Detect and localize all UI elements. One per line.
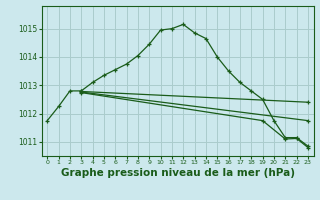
X-axis label: Graphe pression niveau de la mer (hPa): Graphe pression niveau de la mer (hPa) bbox=[60, 168, 295, 178]
